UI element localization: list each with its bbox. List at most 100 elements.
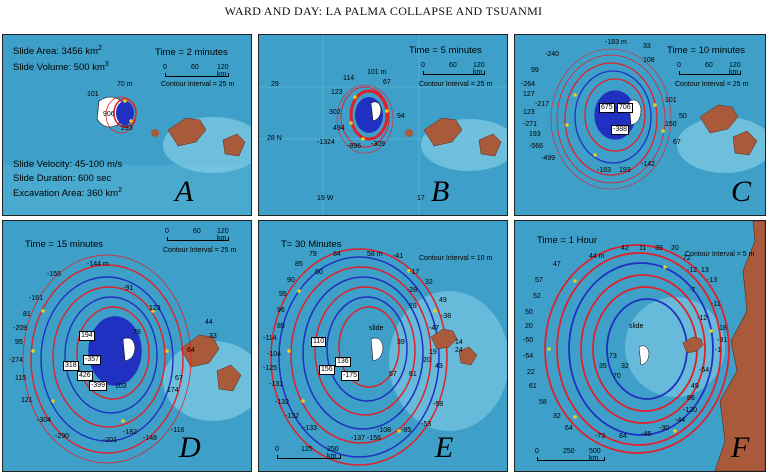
superscript: 2: [98, 45, 102, 52]
slide-area: Slide Area: 3456 km2: [13, 45, 102, 57]
wave-contour: [677, 117, 765, 173]
scale-tick-label: 0: [421, 62, 425, 69]
wave-height-label: 84: [333, 251, 341, 258]
wave-contour: [556, 252, 722, 446]
wave-height-label: 57: [535, 277, 543, 284]
wave-height-label: 50: [679, 113, 687, 120]
wave-height-label: 194: [79, 331, 95, 341]
scale-tick-label: 120 km: [473, 62, 485, 76]
time-label: Time = 1 Hour: [537, 235, 598, 246]
time-label: Time = 2 minutes: [155, 47, 228, 58]
map-feature: [638, 345, 650, 366]
wave-height-label: 426: [77, 371, 93, 381]
wave-height-label: -30: [659, 425, 670, 432]
panel-e: T= 30 Minutes Contour Interval = 10 m sl…: [258, 220, 508, 472]
wave-height-label: slide: [629, 323, 644, 330]
tide-gauge-marker: [297, 289, 301, 293]
wave-height-label: -12: [687, 267, 698, 274]
wave-height-label: 675: [599, 103, 615, 113]
panel-c: Time = 10 minutes 0 60 120 km Contour In…: [514, 34, 766, 216]
wave-height-label: 318: [63, 361, 79, 371]
wave-height-label: -104: [267, 351, 282, 358]
tide-gauge-marker: [653, 103, 657, 107]
tide-gauge-marker: [129, 119, 133, 123]
tide-gauge-marker: [301, 399, 305, 403]
wave-contour: [88, 316, 142, 386]
wave-height-label: 58 m: [367, 251, 383, 258]
wave-height-label: 706: [617, 103, 633, 113]
wave-height-label: 11: [639, 245, 647, 252]
wave-height-label: 64: [187, 347, 195, 354]
map-feature: [458, 346, 478, 366]
wave-height-label: 78: [133, 329, 141, 336]
time-label: Time = 15 minutes: [25, 239, 104, 250]
scale-bar-line: [165, 73, 229, 77]
wave-height-label: -53: [421, 421, 432, 428]
tide-gauge-marker: [405, 129, 413, 137]
slide-duration: Slide Duration: 600 sec: [13, 173, 112, 184]
wave-contour: [556, 54, 666, 184]
time-label: Time = 10 minutes: [667, 45, 746, 56]
wave-height-label: 156: [319, 365, 335, 375]
wave-height-label: 70: [613, 373, 621, 380]
wave-height-label: 29: [271, 81, 279, 88]
wave-contour: [564, 62, 658, 176]
wave-height-label: -388: [611, 125, 630, 135]
map-feature: [122, 337, 136, 362]
wave-height-label: 32: [553, 413, 561, 420]
wave-height-label: -240: [545, 51, 560, 58]
wave-height-label: -271: [523, 121, 538, 128]
figure-title: WARD AND DAY: LA PALMA COLLAPSE AND TSUA…: [224, 4, 543, 18]
wave-height-label: -1: [715, 347, 722, 354]
gomera: [151, 129, 159, 137]
wave-height-label: 60: [315, 269, 323, 276]
wave-height-label: 20: [671, 245, 679, 252]
wave-height-label: 84: [619, 433, 627, 440]
wave-height-label: 114: [343, 75, 355, 82]
wave-height-label: 32: [621, 363, 629, 370]
panel-b-map: [259, 35, 507, 215]
wave-height-label: -183: [597, 167, 612, 174]
wave-height-label: 17: [417, 195, 425, 202]
scale-tick-label: 500 km: [589, 448, 601, 462]
wave-height-label: -357: [83, 355, 102, 365]
wave-height-label: -54: [523, 353, 534, 360]
wave-height-label: 49: [439, 297, 447, 304]
tide-gauge-marker: [661, 129, 665, 133]
wave-height-label: 43: [435, 363, 443, 370]
info-text: Slide Volume: 500 km: [13, 62, 105, 74]
tide-gauge-marker: [573, 415, 577, 419]
wave-height-label: -304: [37, 417, 52, 424]
wave-height-label: 20: [423, 357, 431, 364]
contour-interval: Contour Interval = 25 m: [675, 81, 749, 88]
tide-gauge-marker: [353, 95, 357, 99]
wave-contour: [568, 262, 714, 436]
wave-height-label: -54: [699, 367, 710, 374]
wave-height-label: -896: [347, 143, 362, 150]
wave-height-label: 61: [409, 371, 417, 378]
wave-height-label: 85: [277, 323, 285, 330]
superscript: 3: [104, 61, 109, 68]
contour-interval: Contour Interval = 25 m: [161, 81, 235, 88]
contour-interval: Contour Interval = 10 m: [419, 255, 493, 262]
wave-height-label: 58: [539, 399, 547, 406]
wave-height-label: 72: [683, 255, 691, 262]
panel-f-map: [515, 221, 765, 471]
wave-height-label: 35: [599, 363, 607, 370]
wave-height-label: -47: [429, 325, 440, 332]
map-feature: [423, 117, 463, 147]
wave-height-label: 101: [87, 91, 99, 98]
wave-height-label: 44 m: [589, 253, 605, 260]
tide-gauge-marker: [41, 309, 45, 313]
wave-height-label: 150: [665, 121, 677, 128]
map-feature: [682, 336, 704, 354]
tide-gauge-marker: [433, 309, 437, 313]
wave-height-label: 39: [655, 245, 663, 252]
wave-height-label: -125: [263, 365, 278, 372]
scale-bar-line: [423, 71, 485, 75]
panel-b: Time = 5 minutes 0 60 120 km Contour Int…: [258, 34, 508, 216]
wave-contour: [314, 286, 416, 416]
panel-letter: D: [179, 431, 201, 464]
wave-height-label: -73: [595, 433, 606, 440]
scale-bar-line: [167, 237, 229, 241]
